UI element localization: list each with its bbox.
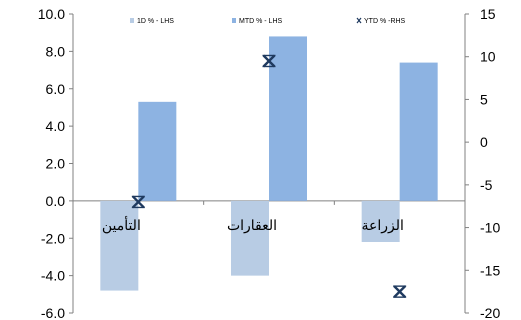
left-tick-label: 6.0 xyxy=(46,81,66,97)
left-tick-label: 2.0 xyxy=(46,156,66,172)
category-label: التأمين xyxy=(102,215,141,234)
bar-1d xyxy=(231,200,269,276)
right-tick-label: -15 xyxy=(480,262,500,278)
ytd-marker xyxy=(393,285,407,298)
ytd-marker xyxy=(131,195,145,209)
bar-1d xyxy=(361,200,400,242)
right-tick-label: 0 xyxy=(480,134,488,150)
ytd-marker-stroke xyxy=(393,285,407,298)
legend-label: MTD % - LHS xyxy=(239,18,283,25)
legend-marker-stroke xyxy=(356,17,362,24)
legend-marker xyxy=(356,17,362,24)
right-axis: 15 10 5 0 -5 -10 -15 -20 xyxy=(464,6,500,320)
legend-label: 1D % - LHS xyxy=(137,18,174,25)
left-tick-label: -6.0 xyxy=(41,305,65,320)
legend: 1D % - LHS MTD % - LHS YTD % -RHS xyxy=(130,17,406,25)
right-tick-label: -5 xyxy=(480,177,493,193)
left-axis: 10.0 8.0 6.0 4.0 2.0 0.0 -2.0 -4.0 -6.0 xyxy=(38,6,74,320)
bar-mtd xyxy=(269,36,307,201)
category-label: العقارات xyxy=(227,217,277,234)
right-tick-label: 10 xyxy=(480,49,496,65)
ytd-marker-stroke xyxy=(131,195,145,209)
bar-mtd xyxy=(138,101,177,201)
category-label: الزراعة xyxy=(361,217,403,234)
bar-mtd xyxy=(399,62,438,201)
left-tick-label: 4.0 xyxy=(46,118,66,134)
left-tick-label: 0.0 xyxy=(46,193,66,209)
legend-label: YTD % -RHS xyxy=(364,18,406,25)
left-tick-label: -2.0 xyxy=(41,230,65,246)
left-tick-label: 10.0 xyxy=(38,6,65,22)
right-tick-label: -10 xyxy=(480,220,500,236)
legend-swatch xyxy=(232,18,236,23)
right-tick-label: 15 xyxy=(480,6,496,22)
legend-swatch xyxy=(130,18,134,23)
bar-1d xyxy=(100,200,139,291)
ytd-marker-stroke xyxy=(262,54,276,68)
ytd-markers xyxy=(131,54,407,298)
right-tick-label: 5 xyxy=(480,91,488,107)
bars xyxy=(100,36,438,291)
category-labels: التأمين العقارات الزراعة xyxy=(102,215,404,234)
right-tick-label: -20 xyxy=(480,305,500,320)
left-tick-label: 8.0 xyxy=(46,43,66,59)
left-tick-label: -4.0 xyxy=(41,268,65,284)
ytd-marker xyxy=(262,54,276,68)
